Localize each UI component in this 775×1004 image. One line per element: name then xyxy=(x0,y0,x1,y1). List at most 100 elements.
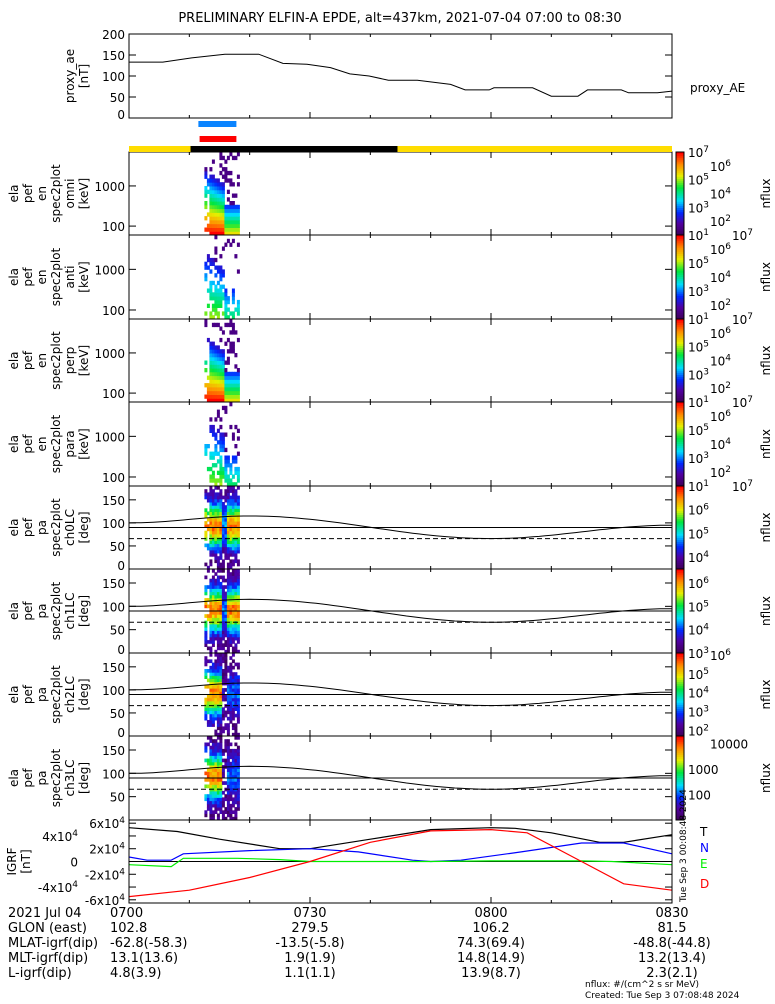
y-tick-label: 0 xyxy=(117,643,125,657)
heatmap-cell xyxy=(221,530,225,535)
heatmap-cell xyxy=(224,219,228,225)
heatmap-cell xyxy=(214,594,218,599)
date-label: 2021 Jul 04 xyxy=(8,906,82,921)
heatmap-cell xyxy=(209,588,213,593)
heatmap-cell xyxy=(219,436,223,441)
heatmap-cell xyxy=(209,614,213,618)
heatmap-cell xyxy=(231,524,235,528)
heatmap-cell xyxy=(224,167,228,172)
heatmap-cell xyxy=(226,223,230,228)
heatmap-cell xyxy=(219,633,223,638)
colorbar-segment xyxy=(676,208,684,211)
heatmap-cell xyxy=(234,208,238,213)
heatmap-cell xyxy=(226,543,230,548)
time-tick-label: 0730 xyxy=(293,906,326,921)
heatmap-cell xyxy=(214,394,218,399)
heatmap-cell xyxy=(219,684,223,689)
colorbar-segment xyxy=(676,174,684,178)
heatmap-cell xyxy=(221,774,225,779)
colorbar-segment xyxy=(676,556,684,560)
heatmap-cell xyxy=(229,710,233,715)
heatmap-cell xyxy=(221,726,225,731)
heatmap-cell xyxy=(229,672,233,676)
heatmap-cell xyxy=(204,167,208,172)
colorbar-segment xyxy=(676,224,684,228)
heatmap-cell xyxy=(229,790,233,795)
heatmap-cell xyxy=(216,178,220,183)
heatmap-cell xyxy=(226,614,230,618)
heatmap-cell xyxy=(214,669,218,673)
heatmap-cell xyxy=(221,588,225,593)
heatmap-cell xyxy=(219,360,223,365)
heatmap-cell xyxy=(209,665,213,670)
heatmap-cell xyxy=(229,816,233,821)
heatmap-cell xyxy=(226,742,230,747)
heatmap-cell xyxy=(219,710,223,715)
heatmap-cell xyxy=(204,627,208,631)
colorbar-segment xyxy=(676,615,684,618)
heatmap-cell xyxy=(224,409,228,414)
heatmap-cell xyxy=(226,794,230,798)
heatmap-cell xyxy=(209,223,213,228)
heatmap-cell xyxy=(236,700,240,705)
heatmap-cell xyxy=(224,517,228,522)
y-axis-label-line: [deg] xyxy=(77,679,91,711)
y-axis-label-line: perp xyxy=(63,347,77,375)
heatmap-cell xyxy=(234,212,238,217)
heatmap-cell xyxy=(206,646,210,651)
heatmap-cell xyxy=(216,413,220,418)
colorbar-segment xyxy=(676,677,684,681)
heatmap-cell xyxy=(226,489,230,493)
colorbar-segment xyxy=(676,621,684,625)
heatmap-cell xyxy=(216,774,220,779)
colorbar-segment xyxy=(676,546,684,549)
heatmap-cell xyxy=(216,201,220,206)
colorbar-segment xyxy=(676,585,684,589)
heatmap-cell xyxy=(214,556,218,560)
heatmap-cell xyxy=(204,368,208,373)
heatmap-cell xyxy=(209,617,213,622)
colorbar-segment xyxy=(676,241,684,244)
heatmap-cell xyxy=(216,559,220,564)
heatmap-cell xyxy=(224,617,228,622)
heatmap-cell xyxy=(219,326,223,331)
heatmap-cell xyxy=(236,800,240,805)
heatmap-cell xyxy=(209,627,213,631)
heatmap-cell xyxy=(224,601,228,605)
y-tick-label: 50 xyxy=(110,540,125,554)
heatmap-cell xyxy=(234,729,238,734)
heatmap-cell xyxy=(219,212,223,217)
heatmap-cell xyxy=(229,546,233,551)
heatmap-cell xyxy=(226,459,230,464)
colorbar-segment xyxy=(676,483,684,487)
heatmap-cell xyxy=(229,330,233,335)
heatmap-cell xyxy=(229,341,233,346)
heatmap-cell xyxy=(209,790,213,795)
heatmap-cell xyxy=(216,216,220,221)
y-tick-label: 200 xyxy=(102,28,125,42)
heatmap-cell xyxy=(206,375,210,380)
heatmap-cell xyxy=(229,810,233,814)
heatmap-cell xyxy=(236,604,240,609)
heatmap-cell xyxy=(234,742,238,747)
heatmap-cell xyxy=(206,604,210,609)
y-axis-label-line: ela xyxy=(7,769,21,787)
heatmap-cell xyxy=(229,787,233,792)
heatmap-cell xyxy=(236,231,240,236)
heatmap-cell xyxy=(224,292,228,297)
colorbar-segment xyxy=(676,295,684,299)
heatmap-cell xyxy=(234,594,238,599)
heatmap-cell xyxy=(206,761,210,766)
heatmap-cell xyxy=(221,585,225,589)
heatmap-cell xyxy=(219,732,223,737)
heatmap-cell xyxy=(214,729,218,734)
y-tick-label: 100 xyxy=(102,387,125,401)
heatmap-cell xyxy=(236,152,240,157)
heatmap-cell xyxy=(216,742,220,747)
heatmap-cell xyxy=(216,732,220,737)
heatmap-cell xyxy=(204,447,208,453)
y-axis-label-line: [deg] xyxy=(77,595,91,627)
colorbar-segment xyxy=(676,700,684,704)
heatmap-cell xyxy=(224,459,228,464)
colorbar-segment xyxy=(676,650,684,654)
